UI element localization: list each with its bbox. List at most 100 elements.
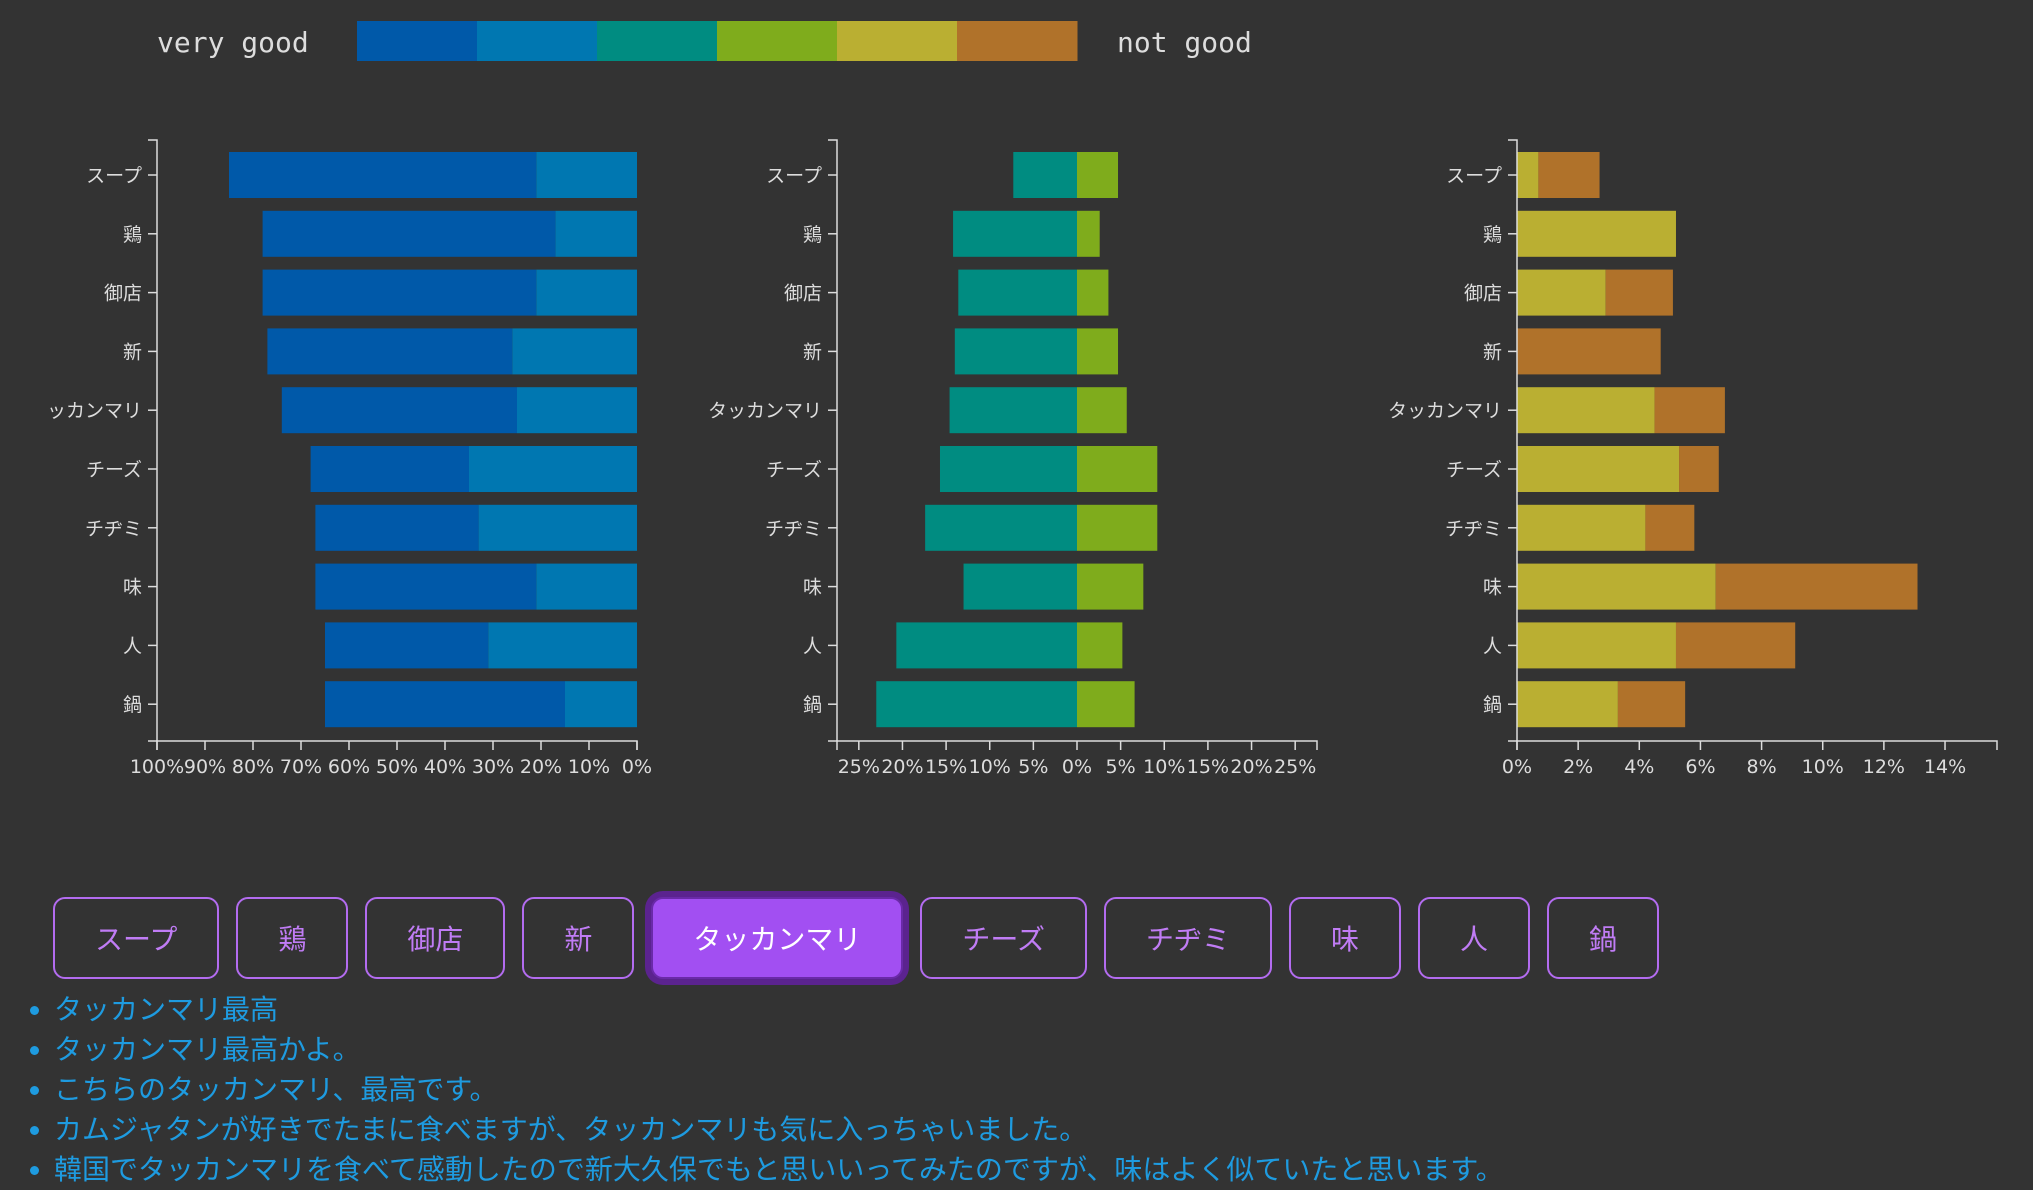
bar-3-series-2 xyxy=(1605,269,1673,316)
x-tick-label: 0% xyxy=(1062,756,1092,778)
x-tick-label: 10% xyxy=(1143,756,1185,778)
bar-10-series-2 xyxy=(325,681,565,728)
category-label: スープ xyxy=(86,165,142,187)
legend-swatch-1 xyxy=(357,21,478,61)
x-tick-label: 10% xyxy=(969,756,1011,778)
x-axis xyxy=(1516,740,1998,750)
bar-4-series-2 xyxy=(1517,328,1661,375)
bar-6-series-1 xyxy=(939,446,1077,492)
x-tick-label: 50% xyxy=(376,756,418,778)
comment-item: カムジャタンが好きでたまに食べますが、タッカンマリも気に入っちゃいました。 xyxy=(54,1110,2014,1150)
bar-3-series-1 xyxy=(536,269,637,316)
bar-1-series-1 xyxy=(1517,152,1539,198)
bar-3-series-1 xyxy=(1517,269,1606,316)
category-label: 鶏 xyxy=(123,224,142,246)
legend-right-label: not good xyxy=(1117,26,1252,59)
category-label: スープ xyxy=(766,165,822,187)
legend-swatch-6 xyxy=(957,21,1078,61)
bar-5-series-2 xyxy=(281,387,517,434)
bar-5-series-1 xyxy=(517,387,637,434)
category-button-9[interactable]: 人 xyxy=(1418,897,1531,979)
bar-6-series-1 xyxy=(469,446,637,492)
category-label: 鍋 xyxy=(123,694,142,716)
y-axis xyxy=(828,139,838,742)
bar-4-series-2 xyxy=(267,328,513,375)
category-label: 人 xyxy=(803,635,822,657)
bar-9-series-1 xyxy=(1517,622,1676,669)
y-axis xyxy=(148,139,158,742)
category-label: 御店 xyxy=(1464,283,1502,305)
legend-swatch-2 xyxy=(477,21,598,61)
bar-6-series-1 xyxy=(1517,446,1680,492)
category-button-row: スープ鶏御店新タッカンマリ チーズ チヂミ味人鍋 xyxy=(53,897,1660,979)
category-label: 鍋 xyxy=(1483,694,1502,716)
x-tick-label: 12% xyxy=(1863,756,1905,778)
color-legend: very good not good xyxy=(157,21,1252,61)
y-axis xyxy=(1508,139,1518,742)
category-button-10[interactable]: 鍋 xyxy=(1547,897,1660,979)
bar-5-series-2 xyxy=(1077,387,1127,434)
x-tick-label: 10% xyxy=(1802,756,1844,778)
category-button-7[interactable]: チヂミ xyxy=(1104,897,1273,979)
x-tick-label: 20% xyxy=(520,756,562,778)
bar-2-series-1 xyxy=(953,210,1077,257)
bar-5-series-2 xyxy=(1654,387,1725,434)
bar-8-series-2 xyxy=(1077,563,1144,610)
category-button-3[interactable]: 御店 xyxy=(365,897,506,979)
x-tick-label: 6% xyxy=(1685,756,1715,778)
x-tick-label: 20% xyxy=(1230,756,1272,778)
legend-left-label: very good xyxy=(157,26,309,59)
x-tick-label: 90% xyxy=(184,756,226,778)
x-tick-label: 20% xyxy=(881,756,923,778)
bar-8-series-1 xyxy=(963,563,1077,610)
category-label: 味 xyxy=(123,577,142,599)
bar-1-series-1 xyxy=(1013,152,1077,198)
category-label: チーズ xyxy=(86,459,142,481)
category-button-8[interactable]: 味 xyxy=(1289,897,1402,979)
bar-10-series-1 xyxy=(1517,681,1618,728)
x-tick-label: 5% xyxy=(1018,756,1048,778)
bar-7-series-2 xyxy=(1645,504,1695,551)
bar-10-series-2 xyxy=(1617,681,1686,728)
bar-9-series-1 xyxy=(896,622,1077,669)
category-button-5[interactable]: タッカンマリ xyxy=(651,897,904,979)
bar-2-series-1 xyxy=(555,210,637,257)
bar-1-series-1 xyxy=(536,152,637,198)
bar-2-series-2 xyxy=(262,210,556,257)
category-label: チーズ xyxy=(766,459,822,481)
category-label: 味 xyxy=(1483,577,1502,599)
category-button-2[interactable]: 鶏 xyxy=(236,897,349,979)
category-button-4[interactable]: 新 xyxy=(522,897,635,979)
category-label: 鶏 xyxy=(1483,224,1502,246)
category-label: 鍋 xyxy=(803,694,822,716)
x-tick-label: 40% xyxy=(424,756,466,778)
bar-5-series-1 xyxy=(949,387,1077,434)
bar-1-series-2 xyxy=(229,152,537,198)
category-label: スープ xyxy=(1446,165,1502,187)
comment-item: タッカンマリ最高かよ。 xyxy=(54,1030,2014,1070)
x-tick-label: 15% xyxy=(925,756,967,778)
category-label: チヂミ xyxy=(1445,518,1502,540)
category-label: 鶏 xyxy=(803,224,822,246)
category-button-6[interactable]: チーズ xyxy=(920,897,1087,979)
bar-1-series-2 xyxy=(1077,152,1119,198)
bar-9-series-2 xyxy=(1077,622,1123,669)
category-button-1[interactable]: スープ xyxy=(53,897,220,979)
category-label: 御店 xyxy=(784,283,822,305)
x-tick-label: 14% xyxy=(1924,756,1966,778)
x-tick-label: 30% xyxy=(472,756,514,778)
bar-4-series-2 xyxy=(1077,328,1119,375)
legend-swatch-4 xyxy=(717,21,838,61)
comment-item: こちらのタッカンマリ、最高です。 xyxy=(54,1070,2014,1110)
x-tick-label: 60% xyxy=(328,756,370,778)
bar-2-series-1 xyxy=(1517,210,1676,257)
category-label: 人 xyxy=(123,635,142,657)
x-tick-label: 80% xyxy=(232,756,274,778)
legend-swatch-5 xyxy=(837,21,958,61)
bar-9-series-2 xyxy=(1675,622,1796,669)
x-tick-label: 100% xyxy=(130,756,184,778)
category-label: 人 xyxy=(1483,635,1502,657)
bar-8-series-1 xyxy=(536,563,637,610)
bar-6-series-2 xyxy=(310,446,469,492)
